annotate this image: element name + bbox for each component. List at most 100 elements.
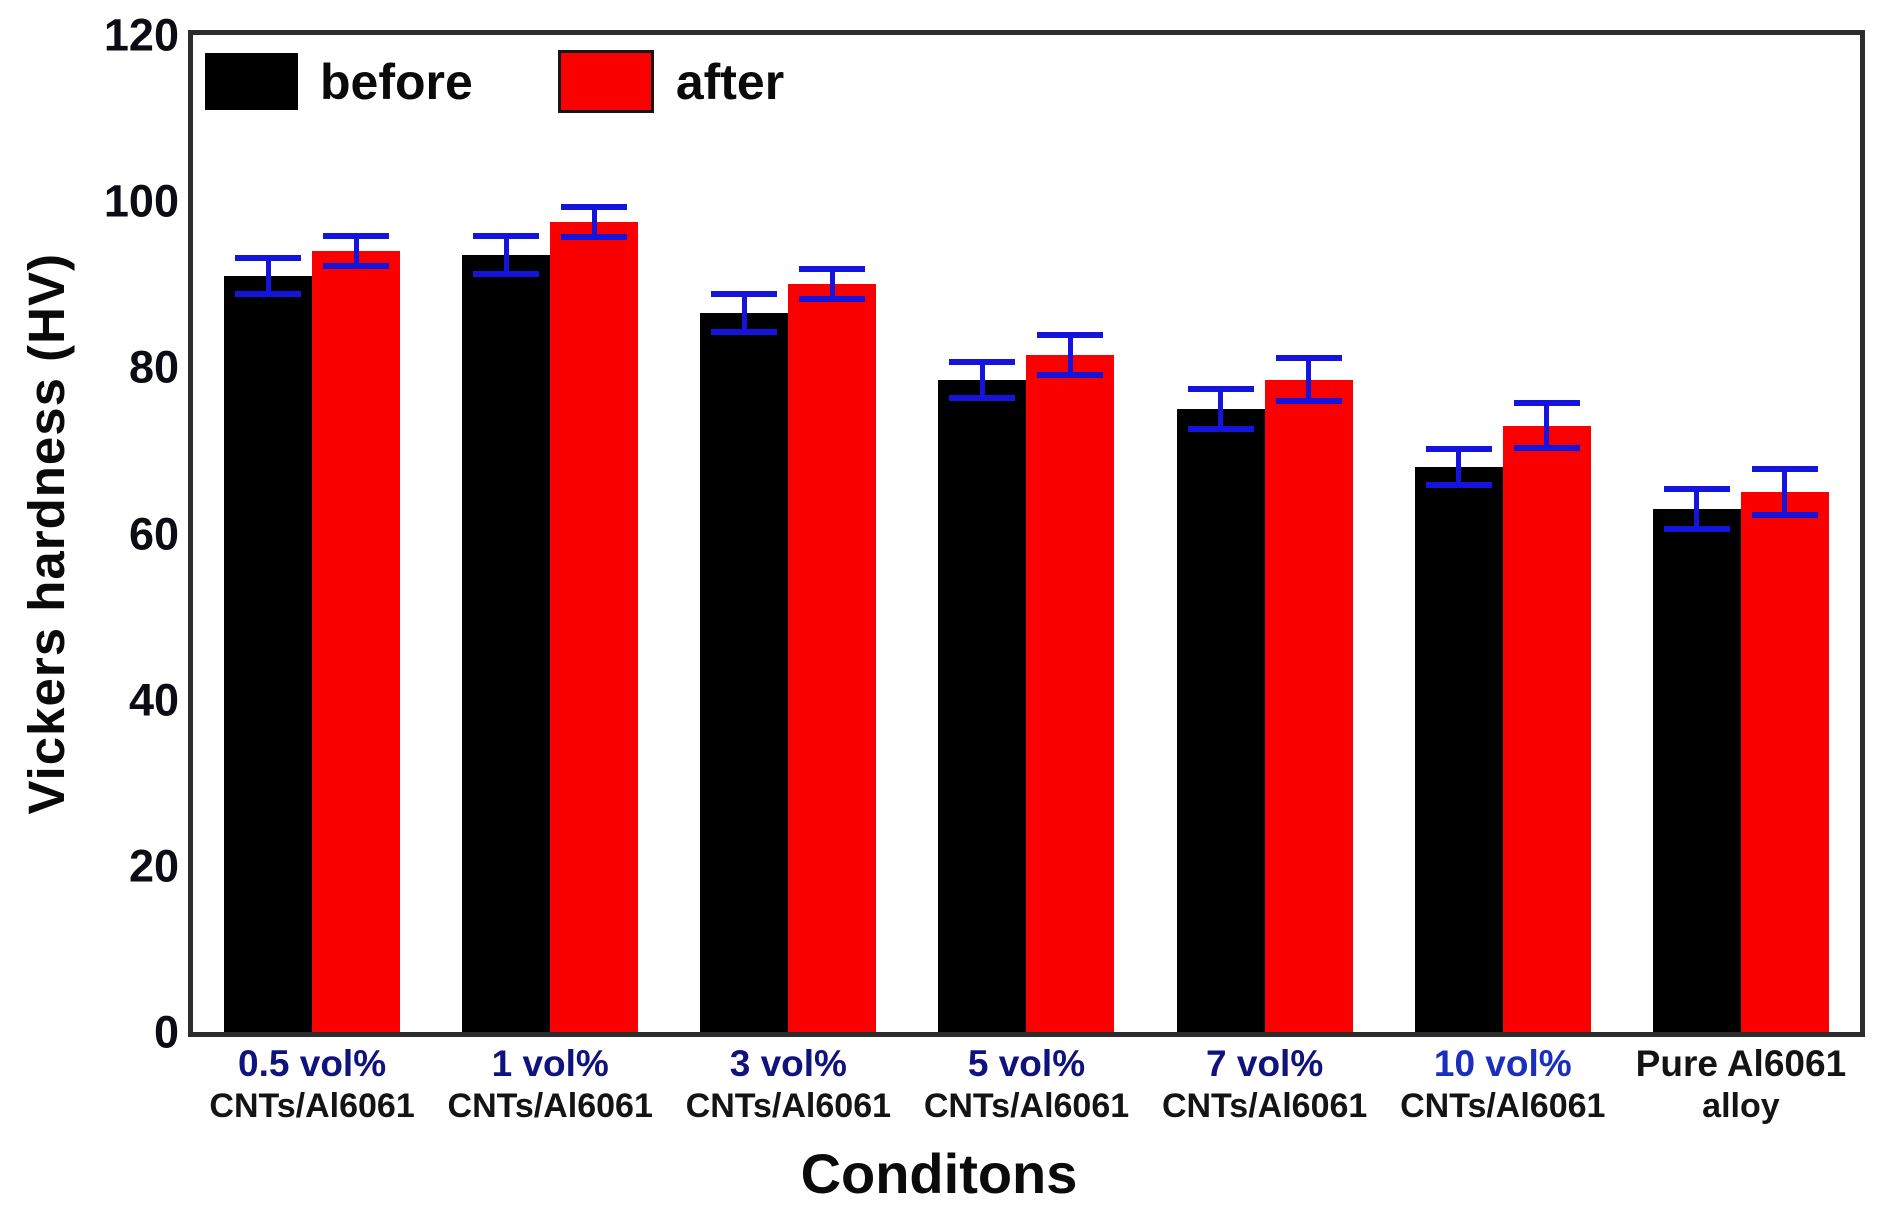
y-axis-ticks: 120 100 80 60 40 20 0 xyxy=(0,0,183,1226)
bar-slot-before xyxy=(1414,35,1503,1032)
bar-slot-after xyxy=(1026,35,1115,1032)
error-bar-stem xyxy=(591,207,597,237)
x-category-line1: 0.5 vol% xyxy=(238,1043,387,1084)
x-category-label: 10 vol% CNTs/Al6061 xyxy=(1384,1043,1622,1127)
bar-after xyxy=(1264,379,1353,1032)
error-bar-cap-top xyxy=(1663,485,1730,492)
error-bar-cap-top xyxy=(1037,331,1104,338)
bar-slot-after xyxy=(1740,35,1829,1032)
error-bar-cap-bottom xyxy=(1187,425,1254,432)
x-category-label: 7 vol% CNTs/Al6061 xyxy=(1146,1043,1384,1127)
error-bar-cap-top xyxy=(1513,400,1580,407)
bar-group xyxy=(669,35,907,1032)
error-bar-stem xyxy=(1782,468,1788,516)
error-bar-cap-bottom xyxy=(473,271,540,278)
error-bar-stem xyxy=(741,294,747,333)
x-category-line1: Pure Al6061 xyxy=(1635,1043,1847,1084)
y-tick-label: 100 xyxy=(103,175,179,227)
x-category-line2: CNTs/Al6061 xyxy=(923,1086,1130,1125)
bar-slot-before xyxy=(1176,35,1265,1032)
bar-slot-after xyxy=(550,35,639,1032)
x-category-line2: CNTs/Al6061 xyxy=(685,1086,892,1125)
legend-swatch-after xyxy=(557,50,654,113)
x-category-line1: 3 vol% xyxy=(729,1043,847,1084)
x-category-line1: 1 vol% xyxy=(491,1043,609,1084)
bar-group xyxy=(193,35,431,1032)
x-category-label: 5 vol% CNTs/Al6061 xyxy=(907,1043,1145,1127)
x-category-line2: CNTs/Al6061 xyxy=(209,1086,415,1125)
bar-slot-after xyxy=(788,35,877,1032)
y-tick-label: 0 xyxy=(153,1006,179,1058)
error-bar-cap-bottom xyxy=(799,296,866,303)
y-tick-label: 20 xyxy=(128,840,179,892)
error-bar-cap-top xyxy=(1275,355,1342,362)
error-bar-stem xyxy=(829,269,835,300)
error-bar-stem xyxy=(1218,388,1224,429)
error-bar-cap-bottom xyxy=(235,291,302,298)
bar-before xyxy=(462,255,551,1032)
bar-after xyxy=(312,251,401,1032)
bar-before xyxy=(224,275,313,1032)
bar-slot-before xyxy=(224,35,313,1032)
x-category-label: 0.5 vol% CNTs/Al6061 xyxy=(193,1043,431,1127)
bar-group xyxy=(907,35,1145,1032)
error-bar-stem xyxy=(1544,403,1550,448)
legend-swatch-before xyxy=(205,53,298,110)
error-bar-cap-top xyxy=(1425,445,1492,452)
error-bar-cap-bottom xyxy=(1425,482,1492,489)
bar-group xyxy=(1622,35,1860,1032)
x-axis-labels: 0.5 vol% CNTs/Al6061 1 vol% CNTs/Al6061 3 vo… xyxy=(193,1043,1860,1127)
error-bar-stem xyxy=(353,236,359,266)
x-category-label: 3 vol% CNTs/Al6061 xyxy=(669,1043,907,1127)
error-bar-cap-top xyxy=(561,203,628,210)
x-category-line2: CNTs/Al6061 xyxy=(447,1086,653,1125)
x-category-line1: 7 vol% xyxy=(1206,1043,1324,1084)
bar-after xyxy=(1026,354,1115,1032)
plot-area: before after xyxy=(188,30,1865,1037)
y-tick-label: 60 xyxy=(128,508,179,559)
error-bar-stem xyxy=(1306,358,1312,402)
legend-label-before: before xyxy=(320,53,473,110)
bar-slot-after xyxy=(1264,35,1353,1032)
x-category-line2: alloy xyxy=(1702,1086,1780,1125)
error-bar-stem xyxy=(1067,334,1073,375)
bar-group xyxy=(1384,35,1622,1032)
error-bar-cap-top xyxy=(949,358,1016,365)
bar-slot-before xyxy=(1652,35,1741,1032)
error-bar-cap-bottom xyxy=(711,329,778,336)
bar-after xyxy=(1740,491,1829,1032)
y-tick-label: 80 xyxy=(128,341,179,393)
y-tick-label: 120 xyxy=(103,9,179,61)
error-bar-stem xyxy=(979,361,985,399)
error-bar-cap-top xyxy=(235,254,302,261)
bar-group xyxy=(1146,35,1384,1032)
error-bar-cap-bottom xyxy=(949,395,1016,402)
x-category-line2: CNTs/Al6061 xyxy=(1161,1086,1368,1125)
error-bar-stem xyxy=(503,236,509,275)
bar-slot-after xyxy=(312,35,401,1032)
bar-slot-before xyxy=(700,35,789,1032)
y-tick-label: 40 xyxy=(128,674,179,726)
bar-slot-before xyxy=(462,35,551,1032)
x-axis-title: Conditons xyxy=(800,1142,1078,1205)
error-bar-cap-bottom xyxy=(1513,444,1580,451)
error-bar-cap-bottom xyxy=(1275,398,1342,405)
error-bar-stem xyxy=(1456,448,1462,486)
error-bar-cap-top xyxy=(1187,385,1254,392)
error-bar-cap-top xyxy=(323,233,390,240)
bar-before xyxy=(1414,467,1503,1032)
bar-after xyxy=(788,284,877,1032)
bar-before xyxy=(1176,408,1265,1032)
error-bar-cap-bottom xyxy=(1663,525,1730,532)
error-bar-stem xyxy=(1694,488,1700,529)
bar-before xyxy=(1652,508,1741,1032)
error-bar-cap-bottom xyxy=(1751,512,1818,519)
bar-before xyxy=(938,379,1027,1032)
error-bar-cap-top xyxy=(473,233,540,240)
bar-after xyxy=(1502,425,1591,1032)
x-category-label: Pure Al6061 alloy xyxy=(1622,1043,1860,1127)
error-bar-cap-top xyxy=(799,266,866,273)
error-bar-cap-bottom xyxy=(561,233,628,240)
bar-group xyxy=(431,35,669,1032)
